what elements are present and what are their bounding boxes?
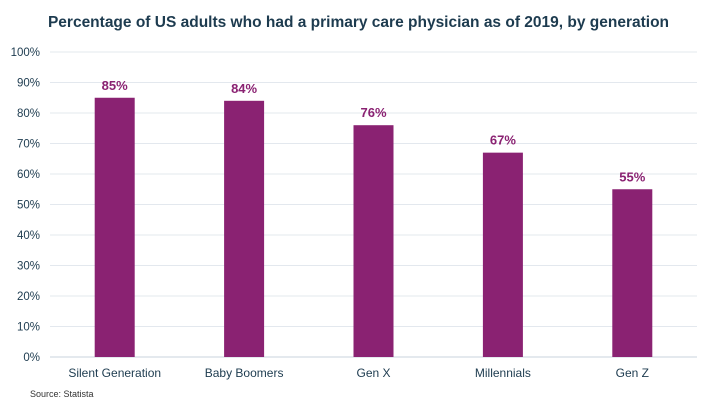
- x-axis-ticks: Silent Generation Baby Boomers Gen X Millen…: [68, 366, 649, 380]
- bar: [612, 189, 653, 357]
- data-label: 67%: [490, 133, 516, 148]
- bar: [353, 125, 394, 357]
- y-tick-label: 70%: [17, 139, 40, 151]
- y-tick-label: 100%: [11, 47, 40, 59]
- y-tick-label: 30%: [17, 261, 40, 273]
- data-label: 85%: [102, 78, 128, 93]
- y-tick-label: 10%: [17, 322, 40, 334]
- source-note: Source: Statista: [30, 389, 94, 399]
- y-tick-label: 40%: [17, 230, 40, 242]
- bar: [482, 152, 523, 357]
- y-tick-label: 60%: [17, 169, 40, 181]
- y-axis-ticks: 0% 10% 20% 30% 40% 50% 60% 70% 80% 90% 100%: [11, 47, 40, 364]
- y-tick-label: 90%: [17, 78, 40, 90]
- data-label: 84%: [231, 81, 257, 96]
- x-tick-label: Millennials: [475, 366, 531, 380]
- y-tick-label: 20%: [17, 291, 40, 303]
- data-label: 55%: [619, 169, 645, 184]
- chart-title: Percentage of US adults who had a primar…: [47, 14, 670, 31]
- data-label: 76%: [360, 105, 386, 120]
- value-labels: 85% 84% 76% 67% 55%: [102, 78, 646, 185]
- y-tick-label: 50%: [17, 200, 40, 212]
- bar: [94, 97, 135, 357]
- x-tick-label: Gen X: [356, 366, 390, 380]
- bars: [94, 97, 653, 358]
- bar: [224, 100, 265, 358]
- y-tick-label: 80%: [17, 108, 40, 120]
- x-tick-label: Gen Z: [616, 366, 649, 380]
- y-tick-label: 0%: [23, 352, 40, 364]
- x-tick-label: Baby Boomers: [205, 366, 284, 380]
- x-tick-label: Silent Generation: [68, 366, 161, 380]
